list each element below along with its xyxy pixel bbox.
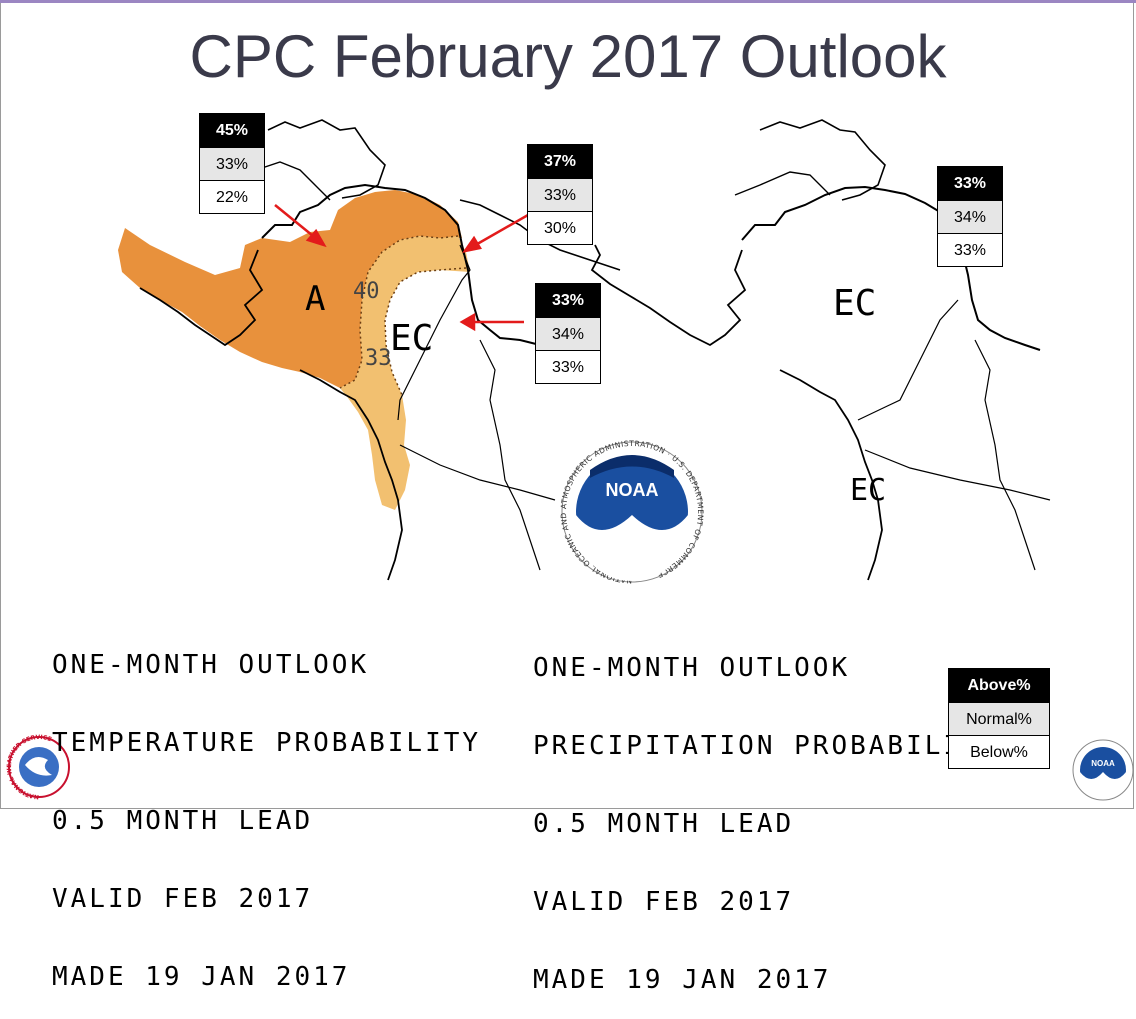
- legend-normal: Normal%: [949, 702, 1049, 735]
- caption-line: VALID FEB 2017: [533, 887, 795, 917]
- temperature-probability-box-ec: 33% 34% 33%: [535, 283, 601, 384]
- below-value: 22%: [200, 180, 264, 213]
- temperature-probability-box-west: 45% 33% 22%: [199, 113, 265, 214]
- below-value: 30%: [528, 211, 592, 244]
- temperature-caption: ONE-MONTH OUTLOOK TEMPERATURE PROBABILIT…: [52, 600, 481, 1016]
- temperature-above-33-region: [340, 236, 470, 510]
- caption-line: PRECIPITATION PROBABILITY: [533, 731, 1000, 761]
- above-value: 33%: [938, 167, 1002, 200]
- slide-frame: [0, 3, 1134, 809]
- slide-accent-bar: [0, 0, 1136, 3]
- noaa-logo: NATIONAL OCEANIC AND ATMOSPHERIC ADMINIS…: [559, 439, 705, 585]
- above-value: 37%: [528, 145, 592, 178]
- precipitation-label-ec: EC: [833, 283, 876, 324]
- contour-label-33: 33: [365, 346, 392, 371]
- normal-value: 34%: [938, 200, 1002, 233]
- pointer-arrows: [274, 204, 529, 332]
- noaa-logo-small: NOAA: [1072, 739, 1134, 801]
- temperature-label-ec: EC: [390, 318, 433, 359]
- precipitation-label-ec-small: EC: [850, 473, 886, 508]
- precipitation-probability-box: 33% 34% 33%: [937, 166, 1003, 267]
- legend-above: Above%: [949, 669, 1049, 702]
- normal-value: 33%: [200, 147, 264, 180]
- temperature-label-above: A: [305, 279, 325, 319]
- caption-line: VALID FEB 2017: [52, 884, 314, 914]
- temperature-above-40-region: [118, 190, 462, 388]
- caption-line: ONE-MONTH OUTLOOK: [52, 650, 370, 680]
- legend-below: Below%: [949, 735, 1049, 768]
- above-value: 33%: [536, 284, 600, 317]
- contour-label-40: 40: [353, 279, 380, 304]
- caption-line: 0.5 MONTH LEAD: [52, 806, 314, 836]
- precipitation-caption: ONE-MONTH OUTLOOK PRECIPITATION PROBABIL…: [533, 603, 999, 1019]
- above-value: 45%: [200, 114, 264, 147]
- outlook-maps: A 40 33 EC EC EC NATIONAL: [6, 119, 1134, 801]
- below-value: 33%: [938, 233, 1002, 266]
- noaa-small-text: NOAA: [1091, 759, 1115, 768]
- probability-legend: Above% Normal% Below%: [948, 668, 1050, 769]
- precipitation-map: [590, 119, 1051, 581]
- normal-value: 34%: [536, 317, 600, 350]
- caption-line: TEMPERATURE PROBABILITY: [52, 728, 482, 758]
- noaa-text: NOAA: [606, 480, 659, 500]
- temperature-probability-box-north: 37% 33% 30%: [527, 144, 593, 245]
- caption-line: 0.5 MONTH LEAD: [533, 809, 795, 839]
- normal-value: 33%: [528, 178, 592, 211]
- temperature-map: A 40 33 EC: [118, 119, 621, 581]
- caption-line: MADE 19 JAN 2017: [52, 962, 351, 992]
- caption-line: MADE 19 JAN 2017: [533, 965, 832, 995]
- caption-line: ONE-MONTH OUTLOOK: [533, 653, 851, 683]
- below-value: 33%: [536, 350, 600, 383]
- slide-title: CPC February 2017 Outlook: [189, 23, 947, 90]
